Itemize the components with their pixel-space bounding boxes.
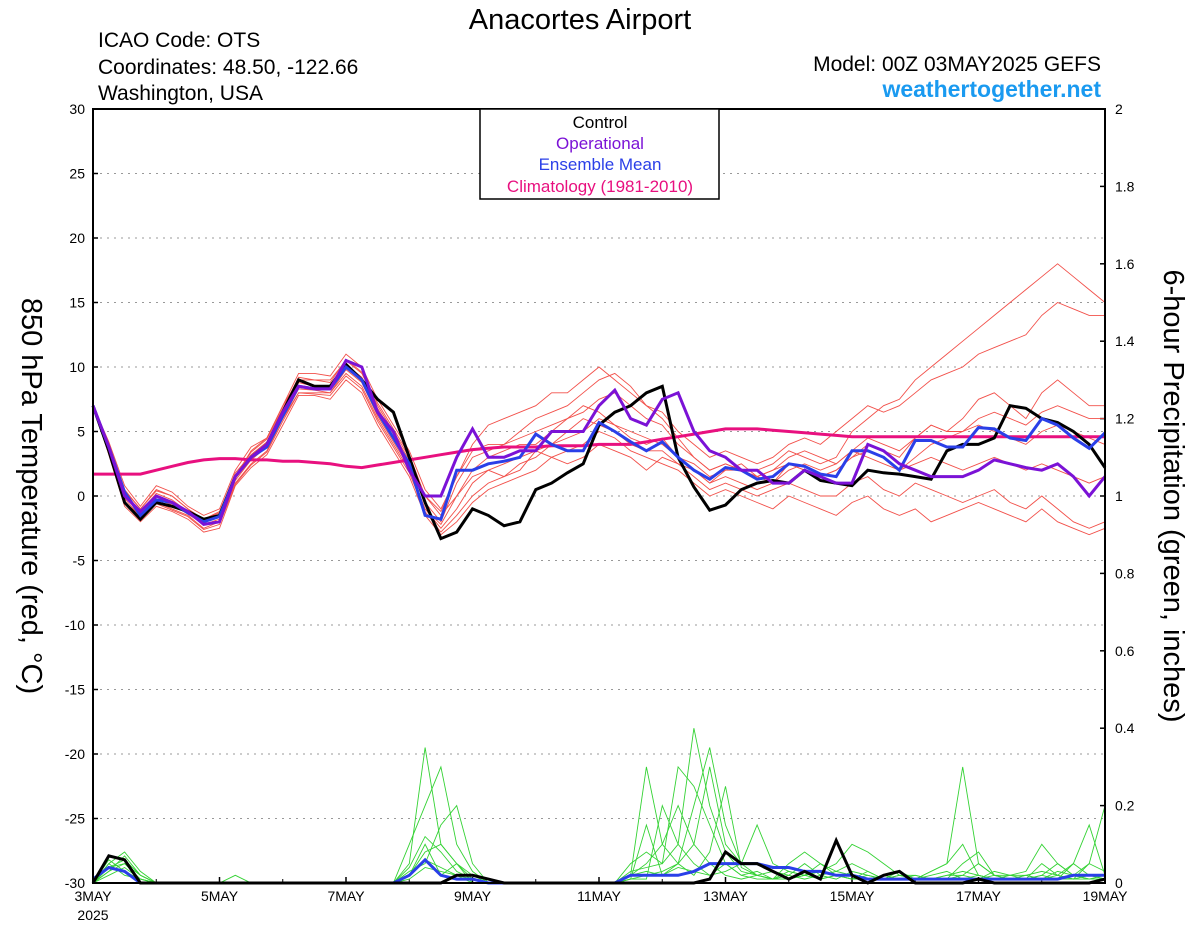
coordinates: Coordinates: 48.50, -122.66 — [98, 56, 358, 79]
precip-member-line — [92, 747, 1106, 884]
x-tick-label: 11MAY — [577, 888, 621, 904]
temp-member-line — [92, 301, 1105, 516]
x-tick-label: 9MAY — [454, 888, 492, 904]
grid-lines — [93, 173, 1105, 819]
y2-tick-label: 1.6 — [1115, 256, 1135, 272]
y2-tick-label: 1.2 — [1115, 411, 1135, 427]
y2-tick-label: 2 — [1115, 101, 1123, 117]
precip-member-line — [92, 804, 1106, 884]
y2-axis-label: 6-hour Precipitation (green, inches) — [1157, 270, 1189, 723]
climatology-line — [93, 427, 1105, 476]
y2-tick-label: 0.2 — [1115, 798, 1135, 814]
y2-tick-label: 0.6 — [1115, 643, 1135, 659]
temp-member-line — [92, 358, 1106, 520]
region: Washington, USA — [98, 82, 263, 105]
y-tick-label: 0 — [77, 488, 85, 504]
y2-tick-label: 0 — [1115, 875, 1123, 891]
y2-tick-label: 1.8 — [1115, 178, 1135, 194]
legend-operational: Operational — [556, 134, 644, 153]
series-group — [91, 263, 1107, 885]
temp-operational-line — [91, 358, 1107, 526]
x-tick-label: 5MAY — [201, 888, 239, 904]
x-tick-label: 13MAY — [703, 888, 749, 904]
axis-ticks: 302520151050-5-10-15-20-25-3021.81.61.41… — [65, 101, 1135, 923]
y-tick-label: -5 — [73, 553, 86, 569]
precip-control-line — [91, 836, 1106, 885]
x-tick-year: 2025 — [77, 907, 108, 923]
x-tick-label: 19MAY — [1083, 888, 1129, 904]
x-tick-label: 17MAY — [956, 888, 1002, 904]
x-tick-label: 7MAY — [327, 888, 365, 904]
temp-member-line — [92, 379, 1106, 536]
legend-box — [479, 108, 720, 200]
y-tick-label: -25 — [65, 811, 85, 827]
y2-tick-label: 0.4 — [1115, 720, 1135, 736]
y-tick-label: 15 — [69, 295, 85, 311]
y-tick-label: 20 — [69, 230, 85, 246]
site-link[interactable]: weathertogether.net — [881, 76, 1101, 102]
y-tick-label: -30 — [65, 875, 85, 891]
legend-control: Control — [573, 113, 628, 132]
y-tick-label: 5 — [77, 424, 85, 440]
y-axis-label: 850 hPa Temperature (red, °C) — [15, 298, 47, 694]
x-tick-label: 3MAY — [74, 888, 112, 904]
icao-code: ICAO Code: OTS — [98, 29, 260, 52]
temp-member-line — [92, 372, 1106, 530]
precip-member-line — [92, 786, 1105, 884]
legend-ensemble-mean: Ensemble Mean — [539, 155, 662, 174]
y2-tick-label: 1.4 — [1115, 333, 1135, 349]
precip-member-line — [92, 728, 1105, 884]
y-tick-label: -10 — [65, 617, 85, 633]
legend-climatology: Climatology (1981-2010) — [507, 177, 693, 196]
y2-tick-label: 0.8 — [1115, 565, 1135, 581]
temp-member-line — [92, 359, 1105, 523]
precip-member-line — [92, 804, 1106, 884]
y-tick-label: 30 — [69, 101, 85, 117]
model-info: Model: 00Z 03MAY2025 GEFS — [813, 53, 1101, 76]
y2-tick-label: 1 — [1115, 488, 1123, 504]
y-tick-label: -20 — [65, 746, 85, 762]
legend: Control Operational Ensemble Mean Climat… — [479, 108, 720, 200]
y-tick-label: -15 — [65, 682, 85, 698]
chart-title: Anacortes Airport — [469, 4, 691, 36]
temp-member-line — [92, 263, 1106, 523]
x-tick-label: 15MAY — [830, 888, 876, 904]
y-tick-label: 10 — [69, 359, 85, 375]
y-tick-label: 25 — [69, 166, 85, 182]
